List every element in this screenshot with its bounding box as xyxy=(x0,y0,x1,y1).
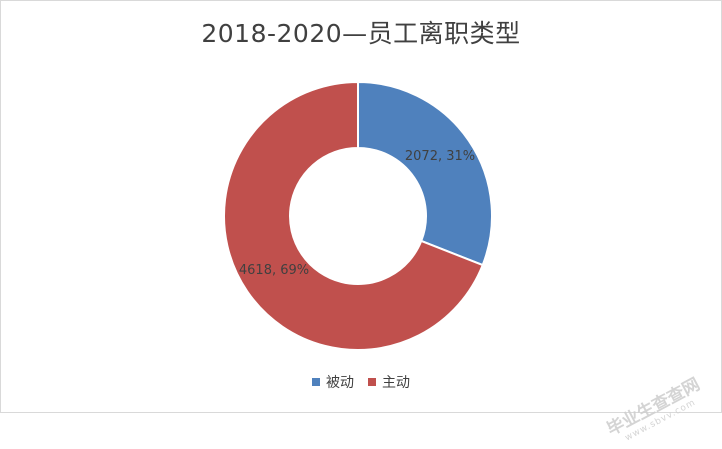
legend-swatch-passive xyxy=(312,378,320,386)
chart-legend: 被动 主动 xyxy=(0,372,722,392)
doughnut-chart: 2072, 31% 4618, 69% xyxy=(0,0,722,413)
legend-swatch-active xyxy=(368,378,376,386)
legend-label-passive: 被动 xyxy=(326,372,354,392)
doughnut-slice-passive xyxy=(358,82,492,265)
data-label-active: 4618, 69% xyxy=(239,263,309,278)
legend-item-active: 主动 xyxy=(368,372,410,392)
legend-item-passive: 被动 xyxy=(312,372,354,392)
legend-label-active: 主动 xyxy=(382,372,410,392)
data-label-passive: 2072, 31% xyxy=(405,149,475,164)
